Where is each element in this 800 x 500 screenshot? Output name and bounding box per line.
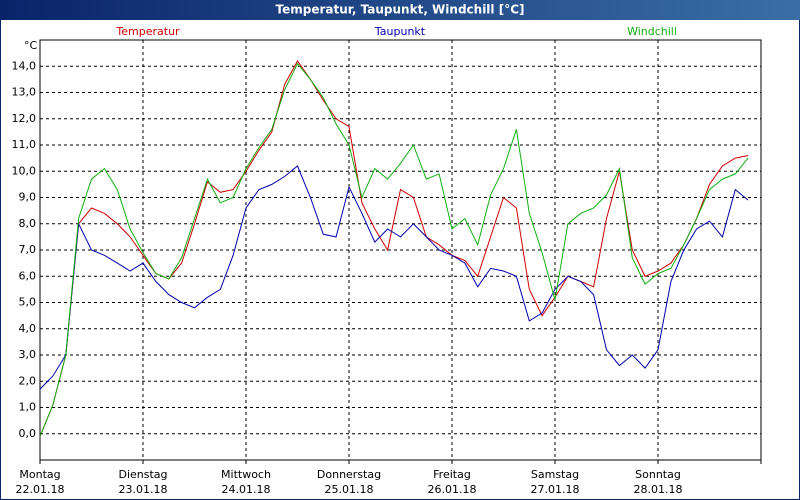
x-tick-date: 27.01.18 [531, 483, 580, 496]
y-tick-label: 8,0 [19, 217, 37, 230]
x-tick-date: 25.01.18 [325, 483, 374, 496]
y-tick-label: 2,0 [19, 374, 37, 387]
x-tick-date: 22.01.18 [16, 483, 65, 496]
y-tick-label: 4,0 [19, 322, 37, 335]
y-tick-label: 9,0 [19, 191, 37, 204]
y-tick-label: 13,0 [12, 86, 37, 99]
legend-entry: Windchill [627, 25, 677, 38]
y-tick-label: 0,0 [19, 427, 37, 440]
x-tick-date: 28.01.18 [634, 483, 683, 496]
x-tick-date: 23.01.18 [119, 483, 168, 496]
chart-title: Temperatur, Taupunkt, Windchill [°C] [276, 3, 525, 17]
legend-entry: Taupunkt [374, 25, 426, 38]
y-tick-label: 12,0 [12, 112, 37, 125]
y-tick-label: 1,0 [19, 401, 37, 414]
y-unit: °C [24, 39, 38, 52]
title-bar [0, 0, 800, 20]
x-tick-label: Dienstag [118, 468, 167, 481]
y-tick-label: 5,0 [19, 296, 37, 309]
legend-entry: Temperatur [115, 25, 180, 38]
x-tick-label: Freitag [433, 468, 471, 481]
plot-frame [39, 39, 762, 461]
x-tick-label: Samstag [531, 468, 579, 481]
x-tick-label: Montag [19, 468, 60, 481]
series-line [39, 165, 749, 390]
y-tick-label: 3,0 [19, 348, 37, 361]
y-tick-label: 14,0 [12, 59, 37, 72]
y-tick-label: 11,0 [12, 138, 37, 151]
x-tick-date: 24.01.18 [222, 483, 271, 496]
y-tick-label: 7,0 [19, 243, 37, 256]
series-line [39, 62, 749, 437]
x-tick-label: Mittwoch [221, 468, 271, 481]
x-tick-label: Donnerstag [317, 468, 381, 481]
y-tick-label: 10,0 [12, 164, 37, 177]
x-tick-date: 26.01.18 [428, 483, 477, 496]
x-tick-label: Sonntag [635, 468, 681, 481]
y-tick-label: 6,0 [19, 269, 37, 282]
